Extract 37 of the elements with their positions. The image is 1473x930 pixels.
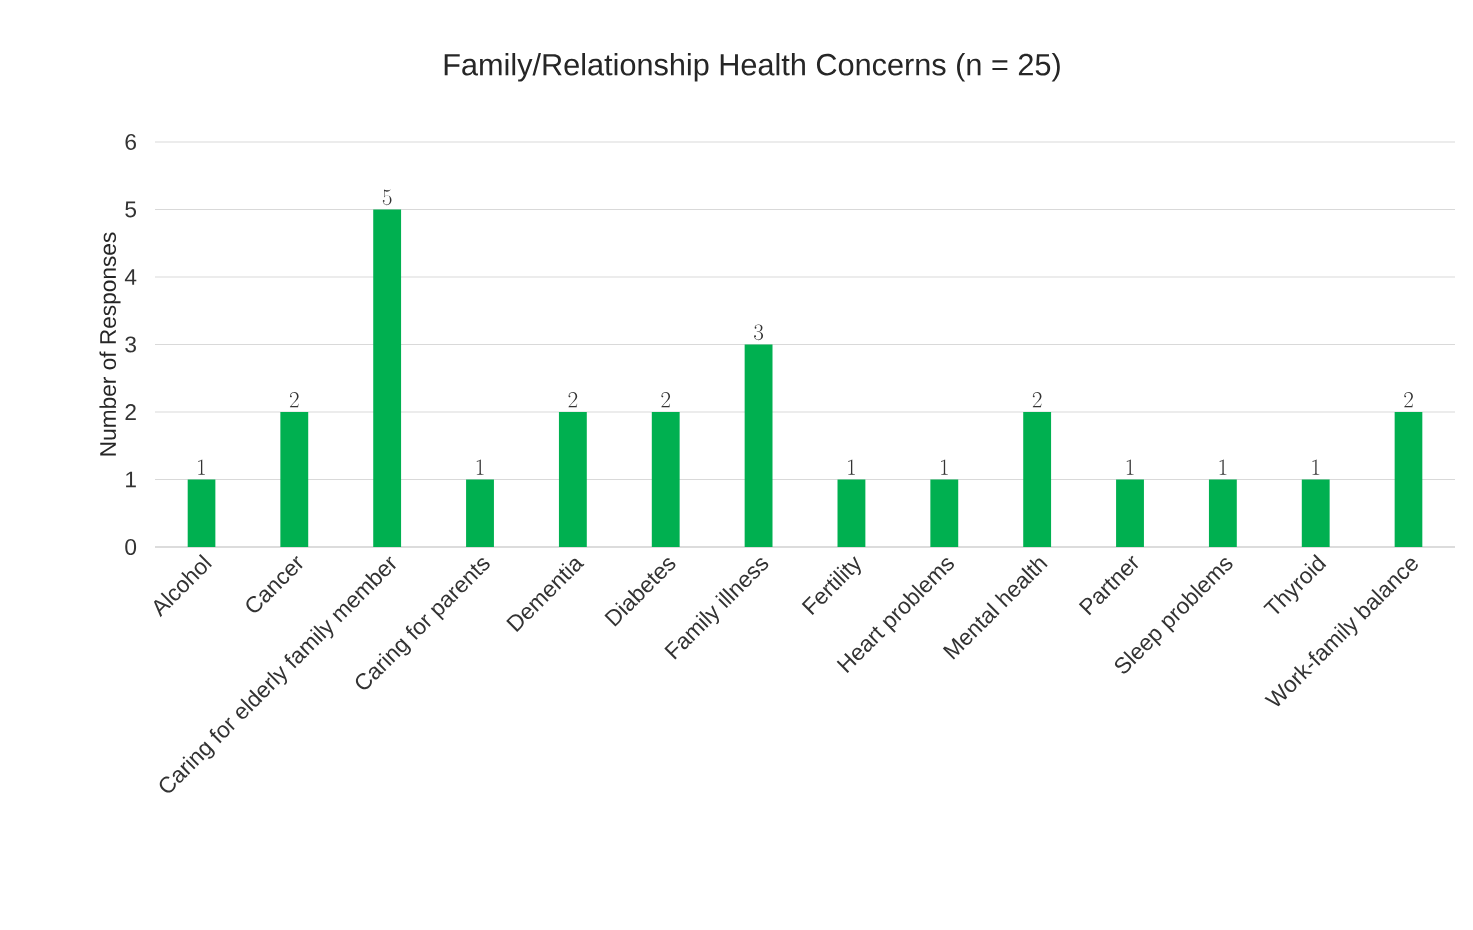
data-label: 1	[198, 459, 205, 475]
data-label: 3	[754, 324, 764, 341]
data-label: 2	[1032, 392, 1042, 408]
bar	[651, 411, 680, 547]
data-label: 5	[382, 189, 392, 206]
y-tick-label: 5	[125, 201, 137, 218]
y-tick-label: 0	[125, 538, 137, 556]
bar	[280, 411, 309, 547]
y-tick-label: 4	[124, 269, 137, 285]
bar	[187, 479, 216, 547]
bar	[1301, 479, 1330, 547]
data-label: 2	[661, 392, 671, 408]
bar	[837, 479, 866, 547]
data-label: 1	[941, 459, 948, 475]
bar	[744, 344, 773, 547]
data-label: 2	[289, 392, 299, 408]
bar	[1023, 411, 1052, 547]
y-tick-label: 6	[125, 133, 136, 151]
bar	[1116, 479, 1144, 547]
data-label: 2	[1404, 392, 1413, 408]
data-label: 1	[848, 459, 855, 475]
data-label: 1	[1219, 459, 1227, 475]
bar	[1208, 479, 1237, 547]
bar	[930, 479, 959, 547]
y-tick-label: 1	[126, 471, 136, 488]
bar	[1394, 411, 1423, 547]
data-label: 2	[568, 392, 578, 408]
data-label: 1	[1312, 459, 1320, 475]
bar	[373, 209, 402, 547]
chart-title: Family/Relationship Health Concerns (n = 25)	[444, 53, 1060, 82]
y-tick-label: 3	[125, 336, 136, 353]
bar	[466, 479, 494, 547]
bar	[558, 411, 587, 547]
y-tick-label: 2	[125, 404, 136, 420]
data-label: 1	[1126, 459, 1134, 475]
data-label: 1	[476, 459, 484, 475]
y-axis-title: Number of Responses	[99, 232, 121, 456]
